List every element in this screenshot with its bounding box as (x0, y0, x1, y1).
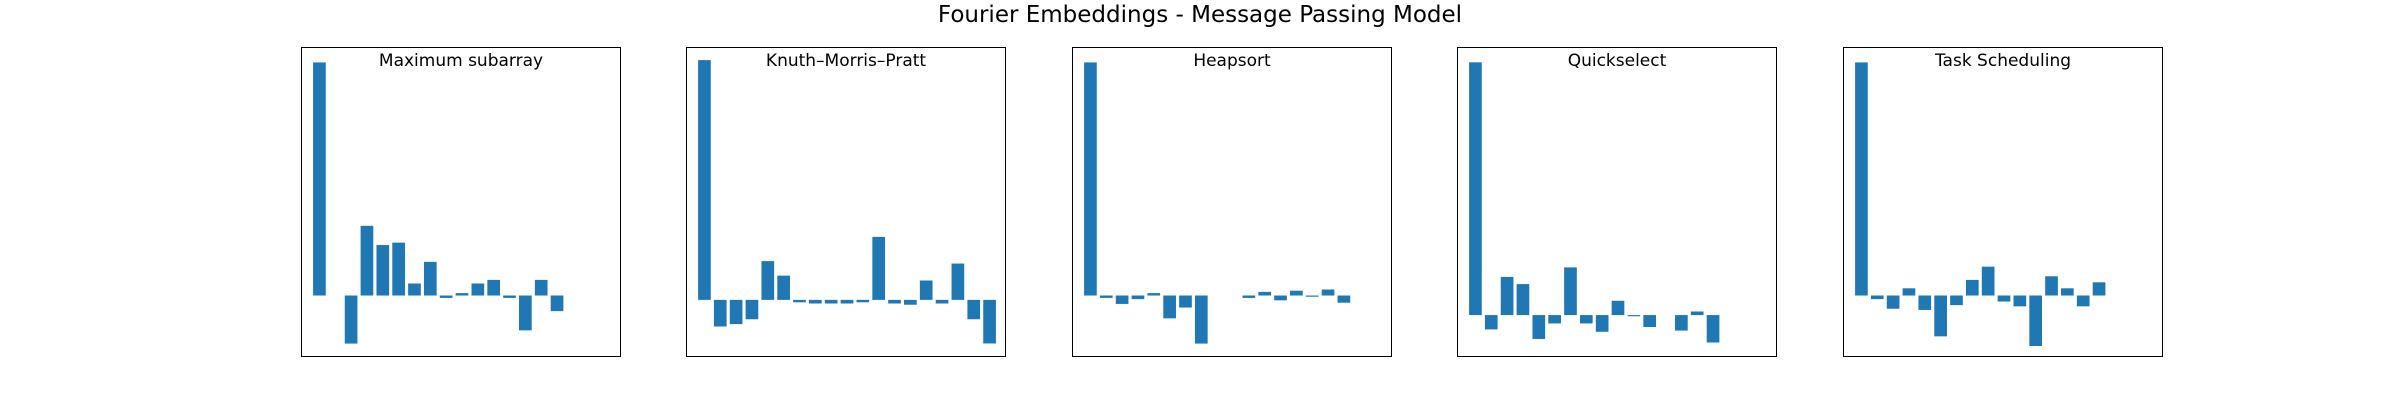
bar (1690, 311, 1704, 316)
bar (392, 242, 405, 296)
bar (983, 299, 996, 344)
subplot-title: Knuth–Morris–Pratt (765, 51, 927, 71)
bar (2045, 276, 2058, 296)
bar (1532, 315, 1546, 339)
bar (439, 295, 453, 298)
bar (519, 295, 532, 331)
bar (376, 245, 390, 296)
bar (1579, 315, 1593, 324)
bar (761, 261, 775, 300)
bar (1981, 266, 1995, 296)
bar (2076, 295, 2090, 307)
bar (1337, 295, 1351, 303)
bar (1934, 295, 1947, 337)
bar (777, 275, 790, 300)
bar (1131, 295, 1145, 300)
bar (1242, 295, 1256, 298)
bar (1321, 289, 1335, 296)
bar (423, 261, 437, 296)
bar-plot-area (1084, 62, 1351, 344)
bar (1099, 295, 1113, 298)
bar (1548, 315, 1561, 324)
bar (1258, 291, 1272, 296)
bar (455, 293, 469, 296)
bar (1706, 315, 1720, 343)
bar (1902, 288, 1916, 296)
bar (2013, 295, 2027, 307)
bar (408, 283, 421, 296)
bar (1643, 315, 1657, 327)
bar-plot-area (1855, 62, 2106, 346)
bar (919, 280, 933, 300)
bar (1163, 295, 1176, 319)
bar (487, 279, 501, 296)
bar (840, 299, 854, 304)
bar (713, 299, 727, 327)
bar (698, 60, 711, 300)
bar (1855, 62, 1868, 296)
bar (550, 295, 564, 312)
bar (1147, 293, 1161, 296)
bar (1950, 295, 1963, 306)
bar (1595, 315, 1609, 332)
bar (872, 236, 886, 300)
subplot-title: Quickselect (1567, 51, 1667, 71)
subplot-title: Heapsort (1193, 51, 1271, 71)
bar (1627, 315, 1641, 317)
subplot-title: Task Scheduling (1934, 51, 2072, 71)
bar (1305, 295, 1319, 297)
bar-plot-area (313, 62, 564, 344)
bar (1084, 62, 1097, 296)
bar (503, 295, 516, 298)
bar (1918, 295, 1932, 310)
bar-plot-area (698, 60, 996, 344)
bar (824, 299, 838, 304)
bar (951, 263, 965, 300)
bar (1274, 295, 1287, 301)
bar (1115, 295, 1129, 304)
bar (888, 299, 901, 304)
bar (745, 299, 759, 320)
bar (793, 299, 806, 303)
subplot-task-scheduling: Task Scheduling (1843, 47, 2163, 357)
subplot-heapsort: Heapsort (1072, 47, 1392, 357)
bar (1179, 295, 1192, 308)
bar (808, 299, 822, 304)
bar (935, 299, 949, 304)
bar (313, 62, 326, 296)
bar (2029, 295, 2043, 346)
figure-title: Fourier Embeddings - Message Passing Mod… (937, 2, 1463, 28)
bar (1516, 284, 1530, 316)
subplot-maximum-subarray: Maximum subarray (301, 47, 621, 357)
bar (1469, 62, 1482, 316)
bar (1290, 290, 1303, 296)
bar (344, 295, 358, 344)
bar (1886, 295, 1900, 309)
bar (1965, 279, 1979, 296)
subplot-quickselect: Quickselect (1457, 47, 1777, 357)
bar (967, 299, 981, 320)
bar (904, 299, 917, 305)
bar (1484, 315, 1498, 330)
bar (1564, 267, 1577, 316)
bar (856, 299, 870, 303)
bar (1500, 276, 1514, 316)
bar (471, 283, 485, 296)
subplot-title: Maximum subarray (378, 51, 544, 71)
subplot-knuth-morris-pratt: Knuth–Morris–Pratt (686, 47, 1006, 357)
bar (1870, 295, 1884, 300)
bar (729, 299, 743, 325)
bar (1611, 300, 1625, 316)
bar-plot-area (1469, 62, 1720, 343)
bar (534, 279, 548, 296)
bar (2061, 288, 2074, 296)
bar (1194, 295, 1208, 344)
bar (2092, 282, 2106, 296)
bar (1997, 295, 2011, 302)
bar (1675, 315, 1688, 331)
bar (360, 225, 374, 296)
